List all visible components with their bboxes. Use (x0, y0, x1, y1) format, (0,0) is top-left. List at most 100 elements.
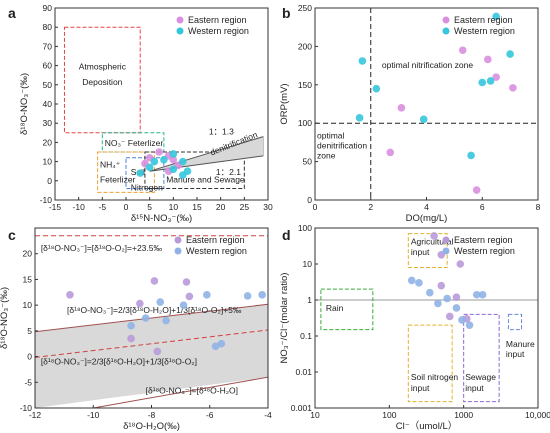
panel-b: b optimal nitrification zone optimaldenitr… (279, 3, 541, 224)
panel-d-point (452, 293, 461, 301)
panel-b-point (484, 55, 492, 64)
panel-d-point (415, 279, 423, 287)
panel-a-letter: a (8, 5, 16, 21)
panel-d-xtick-label: 100 (382, 410, 396, 420)
panel-b-point (486, 77, 495, 85)
panel-a-slope-label: 1：1.3 (209, 127, 234, 137)
panel-d-point (478, 290, 487, 299)
panel-b-ytick-label: 150 (298, 80, 312, 90)
panel-a-ytick-label: 20 (43, 137, 53, 147)
panel-c-yaxis-label: δ¹⁸O-NO₃⁻(‰) (0, 287, 10, 349)
panel-d-point (472, 290, 481, 299)
panel-d-xtick-label: 10 (310, 410, 320, 420)
panel-a: a Atmospheric Deposition NO₃⁻ Feterlizer NH₄… (8, 3, 273, 224)
panel-d-point (437, 281, 446, 290)
panel-c-line-label: [δ¹⁸O-NO₃⁻]=2/3[δ¹⁸O-H₂O]+1/3[δ¹⁸O-O₂]+5… (67, 305, 242, 315)
panel-d-point (407, 276, 416, 285)
panel-a-source-box (63, 26, 141, 134)
panel-c-xtick-label: -10 (87, 410, 100, 420)
panel-d-ytick-label: 0.01 (295, 367, 312, 377)
panel-a-point (169, 150, 178, 158)
panel-b-frame (314, 7, 539, 201)
panel-c-xtick-label: -6 (206, 410, 214, 420)
panel-a-xtick-label: 10 (169, 202, 179, 212)
panel-d-point (425, 288, 434, 297)
panel-b-xtick-label: 0 (313, 202, 318, 212)
panel-b-point (355, 114, 364, 122)
panel-a-xtick-label: -5 (99, 202, 107, 212)
panel-c: c [δ¹⁸O-NO₃⁻]=[δ¹⁸O-O₂]=+23.5‰ [δ¹⁸O-NO₃⁻]… (0, 227, 272, 432)
panel-a-box-label: Nitrogen (131, 182, 163, 192)
panel-d-ytick-label: 0.001 (291, 403, 313, 413)
panel-c-point (217, 339, 226, 348)
panel-c-ytick-label: -5 (24, 377, 32, 387)
panel-d-source-box (463, 313, 500, 403)
panel-b-point (506, 50, 514, 58)
panel-a-xtick-label: -15 (49, 202, 62, 212)
panel-a-source-box (97, 151, 155, 193)
panel-d-ytick-label: 0.1 (300, 331, 312, 341)
panel-d-box-label: Agricultural (411, 236, 454, 246)
panel-c-point (156, 298, 165, 306)
panel-b-point (492, 12, 500, 21)
panel-c-point (211, 342, 220, 351)
panel-a-source-box (144, 151, 245, 189)
panel-a-xaxis-label: δ¹⁵N-NO₃⁻(‰) (131, 213, 192, 224)
panel-a-xtick-label: 20 (216, 202, 226, 212)
panel-b-zone-label: zone (317, 151, 336, 161)
panel-b-point (419, 115, 428, 124)
panel-d-box-label: input (465, 383, 484, 393)
panel-a-point (179, 157, 187, 166)
panel-a-xtick-label: 5 (147, 202, 152, 212)
panel-c-point (66, 291, 74, 299)
panel-b-legend-label: Eastern region (454, 15, 513, 25)
panel-d-xtick-label: 10,000 (525, 410, 550, 420)
panel-d-box-label: Soil nitrogen (411, 372, 459, 382)
panel-a-ytick-label: 60 (43, 61, 53, 71)
panel-b-zone-label: optimal nitrification zone (382, 60, 473, 70)
panel-a-ytick-label: 50 (43, 80, 53, 90)
panel-c-point (153, 347, 162, 356)
panel-c-point (141, 314, 150, 322)
panel-a-point (155, 148, 163, 156)
panel-c-point (243, 292, 252, 300)
panel-c-ytick-label: 10 (23, 300, 33, 310)
panel-a-ytick-label: 70 (43, 41, 53, 51)
panel-b-point (358, 57, 367, 65)
panel-d-box-label: input (411, 383, 430, 393)
panel-b-xtick-label: 4 (424, 202, 429, 212)
panel-d-xaxis-label: Cl⁻（umol/L） (396, 420, 458, 432)
panel-a-ytick-label: 30 (43, 118, 53, 128)
panel-d-point (452, 304, 461, 312)
panel-d-point (458, 316, 466, 324)
panel-c-legend-label: Western region (186, 246, 247, 256)
panel-b-point (478, 78, 487, 87)
panel-c-letter: c (8, 227, 16, 243)
panel-c-xtick-label: -8 (148, 410, 156, 420)
panel-c-ytick-label: 0 (27, 352, 32, 362)
panel-d-point (434, 299, 442, 308)
panel-d-frame (314, 227, 539, 409)
panel-b-xtick-label: 2 (368, 202, 373, 212)
panel-c-legend-marker (174, 247, 182, 255)
panel-a-box-label: Feterlizer (100, 175, 136, 185)
panel-b-point (509, 84, 517, 92)
panel-b-ytick-label: 100 (298, 118, 312, 128)
panel-b-ytick-label: 0 (307, 195, 312, 205)
panel-a-slope-line (149, 136, 264, 172)
panel-c-point (127, 321, 135, 330)
panel-b-point (386, 148, 395, 157)
panel-d-box-label: Sewage (465, 372, 496, 382)
panel-a-slope-label: 1：2.1 (216, 167, 241, 177)
panel-d-ytick-label: 1 (307, 295, 312, 305)
panel-b-legend-marker (442, 16, 450, 24)
panel-a-point (136, 169, 144, 177)
panel-a-ytick-label: 40 (43, 99, 53, 109)
panel-d-ytick-label: 10 (303, 259, 313, 269)
panel-c-legend-label: Eastern region (186, 235, 245, 245)
panel-c-line-label: [δ¹⁸O-NO₃⁻]=[δ¹⁸O-H₂O] (146, 386, 238, 396)
panel-d-xtick-label: 1000 (454, 410, 473, 420)
panel-c-legend-marker (174, 236, 182, 244)
panel-a-box-label: NH₄⁺ (100, 159, 121, 169)
